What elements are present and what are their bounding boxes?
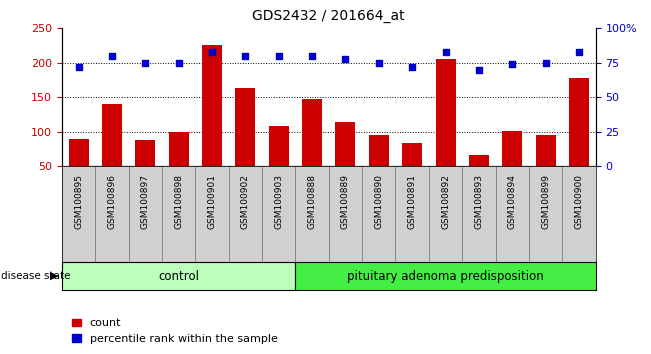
Text: GSM100898: GSM100898	[174, 174, 183, 229]
Bar	[302, 99, 322, 201]
Point	[574, 49, 584, 55]
Bar	[529, 166, 562, 262]
Bar	[569, 78, 589, 201]
Point	[507, 61, 518, 67]
Bar	[162, 166, 195, 262]
Bar	[202, 45, 222, 201]
Bar	[469, 155, 489, 201]
Point	[540, 60, 551, 66]
Text: GSM100899: GSM100899	[541, 174, 550, 229]
Bar	[262, 166, 296, 262]
Text: GSM100890: GSM100890	[374, 174, 383, 229]
Bar	[169, 132, 189, 201]
Text: GSM100900: GSM100900	[574, 174, 583, 229]
Bar	[495, 166, 529, 262]
Text: pituitary adenoma predisposition: pituitary adenoma predisposition	[347, 270, 544, 282]
Bar	[62, 166, 95, 262]
Text: disease state: disease state	[1, 271, 70, 281]
Point	[407, 64, 417, 70]
Bar	[362, 166, 396, 262]
Bar	[429, 166, 462, 262]
Point	[173, 60, 184, 66]
Bar	[402, 143, 422, 201]
Point	[273, 53, 284, 59]
Point	[107, 53, 117, 59]
Bar	[236, 88, 255, 201]
Bar	[128, 166, 162, 262]
Legend: count, percentile rank within the sample: count, percentile rank within the sample	[68, 314, 282, 348]
Text: GSM100901: GSM100901	[208, 174, 217, 229]
Text: GSM100893: GSM100893	[475, 174, 484, 229]
Bar	[436, 59, 456, 201]
Text: GSM100895: GSM100895	[74, 174, 83, 229]
Bar	[503, 131, 522, 201]
Bar	[68, 139, 89, 201]
Bar	[335, 121, 355, 201]
Bar	[229, 166, 262, 262]
Text: GSM100888: GSM100888	[307, 174, 316, 229]
Bar	[102, 104, 122, 201]
Text: GSM100902: GSM100902	[241, 174, 250, 229]
Text: ▶: ▶	[49, 271, 59, 281]
Point	[340, 56, 351, 62]
Text: GSM100903: GSM100903	[274, 174, 283, 229]
Bar	[369, 135, 389, 201]
Point	[307, 53, 317, 59]
Bar	[562, 166, 596, 262]
Text: GSM100889: GSM100889	[341, 174, 350, 229]
Point	[374, 60, 384, 66]
Text: GSM100892: GSM100892	[441, 174, 450, 229]
Point	[474, 67, 484, 73]
Bar	[462, 166, 495, 262]
Text: GSM100891: GSM100891	[408, 174, 417, 229]
Bar	[135, 140, 155, 201]
Text: control: control	[158, 270, 199, 282]
Text: GSM100896: GSM100896	[107, 174, 117, 229]
Bar	[536, 135, 556, 201]
Point	[140, 60, 150, 66]
Point	[440, 49, 450, 55]
Bar	[269, 126, 289, 201]
Bar	[296, 166, 329, 262]
Bar	[95, 166, 129, 262]
Text: GDS2432 / 201664_at: GDS2432 / 201664_at	[253, 9, 405, 23]
Text: GSM100894: GSM100894	[508, 174, 517, 229]
Text: GSM100897: GSM100897	[141, 174, 150, 229]
Bar	[195, 166, 229, 262]
Bar	[396, 166, 429, 262]
Bar	[329, 166, 362, 262]
Point	[207, 49, 217, 55]
Point	[74, 64, 84, 70]
Point	[240, 53, 251, 59]
